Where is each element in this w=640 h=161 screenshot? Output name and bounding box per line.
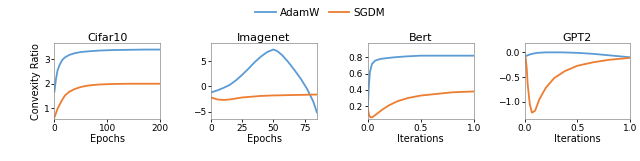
- Title: GPT2: GPT2: [563, 33, 592, 43]
- Legend: AdamW, SGDM: AdamW, SGDM: [251, 4, 389, 22]
- X-axis label: Epochs: Epochs: [246, 134, 282, 144]
- Title: Bert: Bert: [409, 33, 433, 43]
- Y-axis label: Convexity Ratio: Convexity Ratio: [31, 43, 41, 120]
- X-axis label: Epochs: Epochs: [90, 134, 125, 144]
- X-axis label: Iterations: Iterations: [397, 134, 444, 144]
- Title: Imagenet: Imagenet: [237, 33, 291, 43]
- X-axis label: Iterations: Iterations: [554, 134, 601, 144]
- Title: Cifar10: Cifar10: [87, 33, 127, 43]
